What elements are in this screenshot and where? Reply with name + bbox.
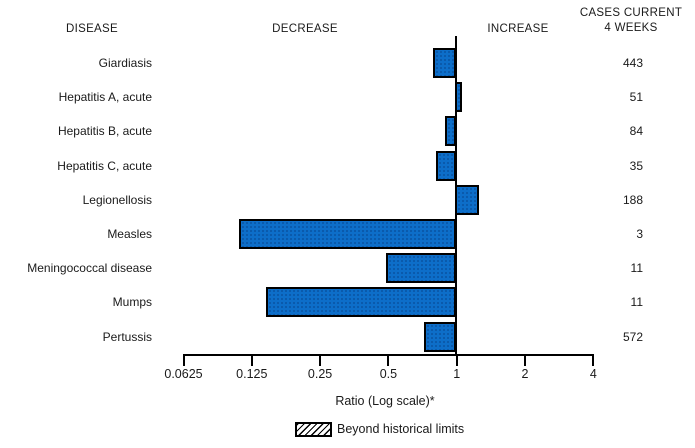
disease-label: Pertussis [102,329,152,344]
ratio-bar [239,219,457,249]
column-header-increase: INCREASE [487,23,549,35]
x-axis-tick [250,354,253,366]
x-axis-tick-label: 2 [521,367,529,381]
cases-value: 3 [636,227,643,241]
x-axis-tick-label: 4 [589,367,597,381]
x-axis-label: Ratio (Log scale)* [335,394,435,408]
x-axis-tick-label: 0.125 [236,367,268,381]
x-axis-tick [319,354,322,366]
column-header-decrease: DECREASE [272,23,338,35]
disease-label: Hepatitis A, acute [58,90,152,105]
disease-label: Hepatitis B, acute [57,124,152,139]
ratio-bar [445,116,457,147]
x-axis-tick [455,354,458,366]
disease-label: Giardiasis [98,56,152,70]
column-header-disease: DISEASE [66,23,118,35]
x-axis-tick [387,354,390,366]
cases-value: 11 [630,295,643,310]
x-axis-tick [592,354,595,366]
disease-label: Hepatitis C, acute [57,158,152,173]
disease-label: Legionellosis [82,192,152,207]
disease-label: Measles [107,227,152,241]
ratio-bar [454,184,479,215]
ratio-bar [433,48,457,78]
cases-value: 35 [629,158,643,173]
x-axis-tick [524,354,526,366]
cases-value: 443 [622,56,643,70]
legend-label: Beyond historical limits [337,422,465,436]
disease-label: Mumps [112,295,152,310]
x-axis-tick [182,354,185,366]
ratio-bar [424,321,457,352]
x-axis-tick-label: 1 [453,367,461,381]
x-axis-tick-label: 0.5 [379,367,398,381]
ratio-bar [386,253,457,284]
cases-value: 51 [629,90,643,105]
x-axis-tick-label: 0.25 [307,367,333,381]
beyond-historical-limits-hatch-swatch [295,422,332,437]
column-header-cases-line2: 4 WEEKS [604,22,658,34]
cases-value: 572 [622,329,643,344]
ratio-bar [454,82,463,113]
ratio-bar [435,150,457,181]
x-axis-tick-label: 0.0625 [164,367,203,381]
disease-label: Meningococcal disease [27,261,152,276]
cases-value: 11 [630,261,643,276]
cases-value: 84 [629,124,643,139]
cases-value: 188 [622,192,643,207]
ratio-bar [266,287,457,318]
column-header-cases-line1: CASES CURRENT [579,7,683,19]
